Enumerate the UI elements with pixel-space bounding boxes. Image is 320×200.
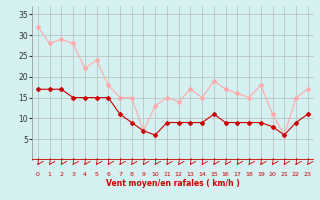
X-axis label: Vent moyen/en rafales ( km/h ): Vent moyen/en rafales ( km/h ) <box>106 179 240 188</box>
